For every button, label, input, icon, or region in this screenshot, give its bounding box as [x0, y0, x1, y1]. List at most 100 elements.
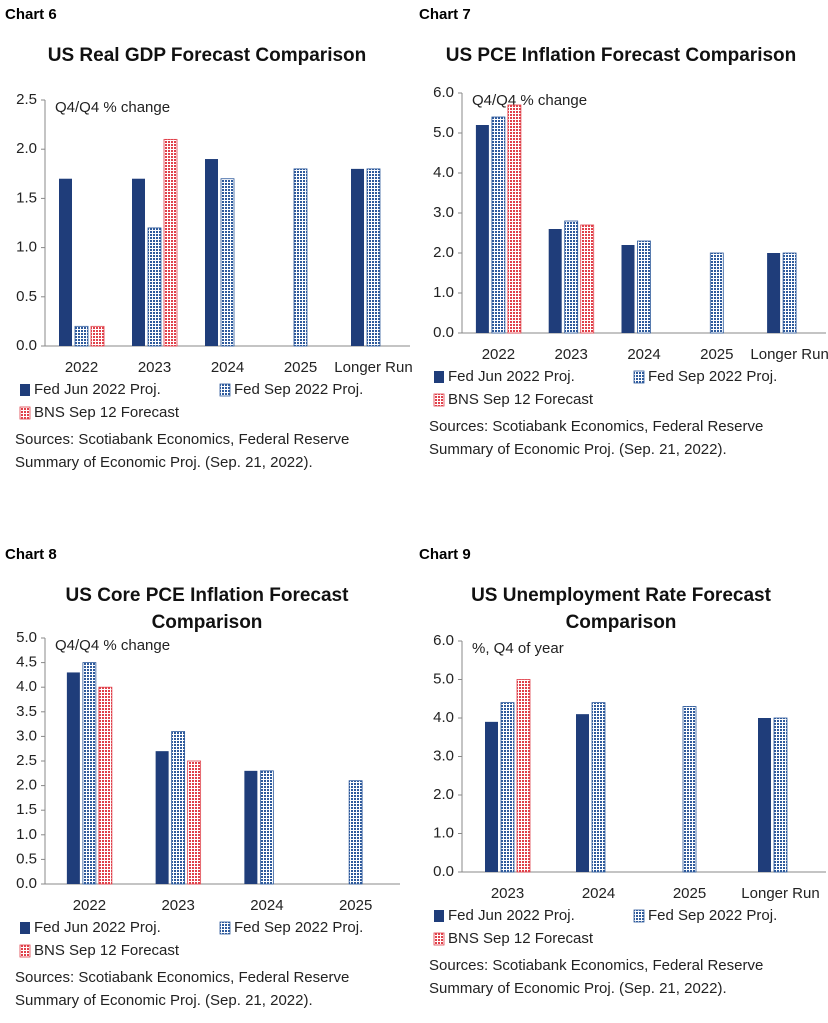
- bar: [66, 672, 80, 884]
- chart-title: US PCE Inflation Forecast Comparison: [445, 45, 797, 66]
- y-tick-label: 0.5: [16, 288, 37, 305]
- y-tick-label: 6.0: [433, 84, 454, 101]
- y-tick-label: 0.0: [16, 875, 37, 892]
- legend-swatch: [633, 909, 645, 923]
- y-tick-label: 3.0: [433, 747, 454, 764]
- bar: [90, 325, 105, 347]
- y-tick-label: 2.0: [16, 140, 37, 157]
- x-tick-label: Longer Run: [750, 346, 828, 363]
- x-tick-label: 2022: [73, 897, 106, 914]
- legend-swatch: [19, 406, 31, 420]
- chart-panel: Chart 9 US Unemployment Rate Forecast Com…: [414, 540, 828, 1023]
- legend-swatch: [433, 393, 445, 407]
- bar: [132, 178, 145, 346]
- x-tick-label: 2024: [211, 359, 244, 376]
- x-tick-label: 2023: [161, 897, 194, 914]
- source-note: Sources: Scotiabank Economics, Federal R…: [429, 957, 764, 997]
- legend-swatch: [434, 910, 444, 922]
- y-tick-label: 4.0: [16, 678, 37, 695]
- y-tick-label: 4.0: [433, 709, 454, 726]
- bar: [293, 168, 308, 347]
- bar: [758, 718, 771, 872]
- y-tick-label: 4.0: [433, 164, 454, 181]
- y-tick-label: 3.0: [16, 727, 37, 744]
- x-tick-label: 2025: [700, 346, 733, 363]
- bar: [475, 125, 489, 333]
- bar: [637, 240, 651, 334]
- legend-label: BNS Sep 12 Forecast: [34, 942, 180, 959]
- chart: %, Q4 of year 0.0 1.0 2.0 3.0 4.0 5.0 6.0 2023 20…: [433, 632, 826, 947]
- bar: [516, 679, 531, 873]
- legend-swatch: [433, 932, 445, 946]
- x-tick-label: Longer Run: [741, 885, 819, 902]
- y-tick-label: 3.0: [433, 204, 454, 221]
- chart: Q4/Q4 % change 0.0 0.5 1.0 1.5 2.0 2.5 2022 2023…: [16, 91, 413, 421]
- y-tick-label: 6.0: [433, 632, 454, 649]
- chart-title: US Unemployment Rate Forecast Comparison: [471, 585, 771, 633]
- bar: [782, 252, 797, 334]
- y-tick-label: 2.5: [16, 752, 37, 769]
- y-tick-label: 5.0: [433, 670, 454, 687]
- unit-label: Q4/Q4 % change: [472, 92, 587, 109]
- y-tick-label: 1.0: [16, 239, 37, 256]
- bar: [244, 770, 258, 884]
- legend-label: BNS Sep 12 Forecast: [448, 930, 594, 947]
- chart-panel: Chart 8 US Core PCE Inflation Forecast Co…: [0, 540, 414, 1023]
- y-tick-label: 1.0: [433, 284, 454, 301]
- y-tick-label: 2.0: [433, 786, 454, 803]
- legend-swatch: [219, 921, 231, 935]
- bar: [155, 751, 169, 884]
- y-tick-label: 1.0: [16, 826, 37, 843]
- bar: [767, 253, 781, 333]
- bar: [576, 714, 589, 872]
- y-tick-label: 3.5: [16, 703, 37, 720]
- chart-label: Chart 9: [419, 546, 471, 563]
- y-tick-label: 0.0: [16, 337, 37, 354]
- y-tick-label: 2.5: [16, 91, 37, 108]
- chart-panel: Chart 6 US Real GDP Forecast Comparison Q4…: [0, 0, 414, 483]
- legend-swatch: [633, 370, 645, 384]
- bar: [773, 717, 788, 873]
- chart-label: Chart 6: [5, 6, 57, 23]
- x-tick-label: 2022: [482, 346, 515, 363]
- x-tick-label: 2023: [491, 885, 524, 902]
- legend-label: Fed Sep 2022 Proj.: [234, 381, 363, 398]
- bar: [366, 168, 381, 347]
- bar: [187, 760, 202, 885]
- source-note: Sources: Scotiabank Economics, Federal R…: [429, 418, 764, 458]
- chart: Q4/Q4 % change 0.0 0.5 1.0 1.5 2.0 2.5 3.0 3.5 4.…: [16, 629, 400, 959]
- x-tick-label: 2023: [138, 359, 171, 376]
- y-tick-label: 1.5: [16, 801, 37, 818]
- bar: [591, 702, 606, 873]
- x-tick-label: 2025: [339, 897, 372, 914]
- x-tick-label: 2022: [65, 359, 98, 376]
- bar: [205, 159, 218, 346]
- bar: [507, 104, 522, 334]
- bar: [580, 224, 595, 334]
- bar: [348, 780, 363, 885]
- bar: [147, 227, 162, 347]
- bar: [74, 325, 89, 347]
- legend-swatch: [20, 384, 30, 396]
- bar: [682, 706, 697, 873]
- y-tick-label: 5.0: [433, 124, 454, 141]
- legend-label: BNS Sep 12 Forecast: [34, 404, 180, 421]
- y-tick-label: 0.0: [433, 863, 454, 880]
- bar: [259, 770, 274, 885]
- bar: [220, 178, 235, 347]
- y-tick-label: 1.5: [16, 189, 37, 206]
- y-tick-label: 1.0: [433, 824, 454, 841]
- x-tick-label: 2025: [673, 885, 706, 902]
- legend-label: Fed Jun 2022 Proj.: [34, 919, 161, 936]
- legend-label: Fed Sep 2022 Proj.: [648, 368, 777, 385]
- source-note: Sources: Scotiabank Economics, Federal R…: [15, 969, 350, 1009]
- legend-label: Fed Jun 2022 Proj.: [34, 381, 161, 398]
- unit-label: Q4/Q4 % change: [55, 99, 170, 116]
- chart-label: Chart 7: [419, 6, 471, 23]
- unit-label: Q4/Q4 % change: [55, 637, 170, 654]
- bar: [548, 229, 562, 333]
- bar: [485, 721, 498, 872]
- x-tick-label: 2025: [284, 359, 317, 376]
- y-tick-label: 5.0: [16, 629, 37, 646]
- chart-title: US Real GDP Forecast Comparison: [47, 45, 367, 66]
